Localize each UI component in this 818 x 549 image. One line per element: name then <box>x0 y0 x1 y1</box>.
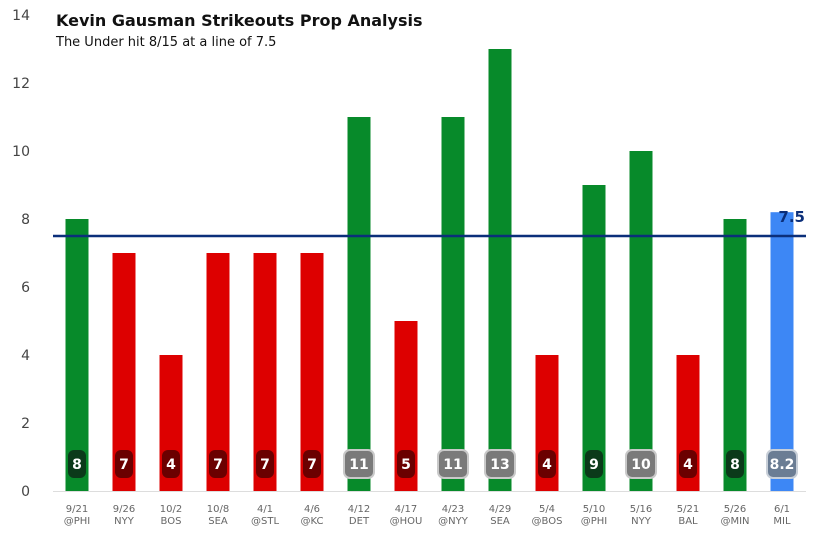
y-tick-label: 2 <box>21 416 30 432</box>
value-badge <box>303 450 321 478</box>
x-tick-opponent: BOS <box>161 516 182 527</box>
bar-4-29[interactable] <box>488 49 512 491</box>
x-tick-opponent: @BOS <box>532 516 563 527</box>
x-tick-date: 5/4 <box>539 504 555 515</box>
bar-4-1[interactable] <box>253 253 277 491</box>
chart-title: Kevin Gausman Strikeouts Prop Analysis <box>56 11 423 30</box>
value-badge <box>209 450 227 478</box>
value-badge <box>437 449 469 479</box>
y-tick-label: 8 <box>21 212 30 228</box>
x-tick-date: 4/1 <box>257 504 273 515</box>
x-tick-date: 4/6 <box>304 504 320 515</box>
bar-5-26[interactable] <box>723 219 747 491</box>
x-tick-opponent: SEA <box>490 516 510 527</box>
bar-4-23[interactable] <box>441 117 465 491</box>
value-badge <box>397 450 415 478</box>
value-label: 7 <box>307 457 317 473</box>
bar-5-16[interactable] <box>629 151 653 491</box>
x-tick-date: 4/23 <box>442 504 464 515</box>
value-badge <box>625 449 657 479</box>
x-tick-opponent: @KC <box>301 516 324 527</box>
value-label: 10 <box>631 457 651 473</box>
x-tick-opponent: BAL <box>678 516 698 527</box>
value-label: 8.2 <box>770 457 795 473</box>
value-label: 4 <box>683 457 693 473</box>
y-tick-label: 10 <box>12 144 30 160</box>
prop-line-label: 7.5 <box>778 208 805 226</box>
value-label: 4 <box>542 457 552 473</box>
x-tick-opponent: @PHI <box>64 516 91 527</box>
x-tick-opponent: NYY <box>114 516 135 527</box>
chart-subtitle: The Under hit 8/15 at a line of 7.5 <box>56 35 277 50</box>
value-label: 8 <box>72 457 82 473</box>
value-badge <box>343 449 375 479</box>
y-tick-label: 6 <box>21 280 30 296</box>
x-tick-date: 9/26 <box>113 504 135 515</box>
x-tick-date: 10/8 <box>207 504 229 515</box>
x-tick-date: 5/16 <box>630 504 652 515</box>
y-tick-label: 12 <box>12 76 30 92</box>
x-tick-opponent: @STL <box>251 516 279 527</box>
x-tick-opponent: @MIN <box>720 516 749 527</box>
bar-4-17[interactable] <box>394 321 418 491</box>
value-badge <box>679 450 697 478</box>
value-label: 7 <box>260 457 270 473</box>
x-tick-date: 4/29 <box>489 504 511 515</box>
value-badge <box>585 450 603 478</box>
x-tick-date: 5/21 <box>677 504 699 515</box>
value-badge <box>256 450 274 478</box>
x-tick-opponent: @PHI <box>581 516 608 527</box>
value-badge <box>726 450 744 478</box>
x-tick-opponent: @NYY <box>438 516 469 527</box>
value-badge <box>115 450 133 478</box>
bar-6-1[interactable] <box>770 212 794 491</box>
value-badge <box>484 449 516 479</box>
value-label: 9 <box>589 457 599 473</box>
bar-10-8[interactable] <box>206 253 230 491</box>
value-label: 7 <box>213 457 223 473</box>
x-tick-date: 10/2 <box>160 504 182 515</box>
value-label: 11 <box>349 457 368 473</box>
value-badge <box>68 450 86 478</box>
value-label: 4 <box>166 457 176 473</box>
x-tick-opponent: MIL <box>773 516 791 527</box>
x-tick-date: 6/1 <box>774 504 790 515</box>
bar-9-21[interactable] <box>65 219 89 491</box>
x-tick-date: 4/17 <box>395 504 417 515</box>
value-badge <box>538 450 556 478</box>
value-badge <box>162 450 180 478</box>
x-tick-opponent: @HOU <box>390 516 423 527</box>
bar-4-6[interactable] <box>300 253 324 491</box>
y-tick-label: 14 <box>12 8 30 24</box>
value-label: 7 <box>119 457 129 473</box>
value-badge <box>766 449 798 479</box>
value-label: 8 <box>730 457 740 473</box>
bar-9-26[interactable] <box>112 253 136 491</box>
y-tick-label: 0 <box>21 484 30 500</box>
value-label: 5 <box>401 457 411 473</box>
value-label: 13 <box>490 457 509 473</box>
x-tick-date: 9/21 <box>66 504 88 515</box>
x-tick-date: 5/10 <box>583 504 605 515</box>
bar-5-10[interactable] <box>582 185 606 491</box>
y-tick-label: 4 <box>21 348 30 364</box>
x-tick-opponent: DET <box>349 516 370 527</box>
bar-4-12[interactable] <box>347 117 371 491</box>
x-tick-date: 4/12 <box>348 504 370 515</box>
x-tick-opponent: NYY <box>631 516 652 527</box>
x-tick-opponent: SEA <box>208 516 228 527</box>
value-label: 11 <box>443 457 462 473</box>
x-tick-date: 5/26 <box>724 504 746 515</box>
